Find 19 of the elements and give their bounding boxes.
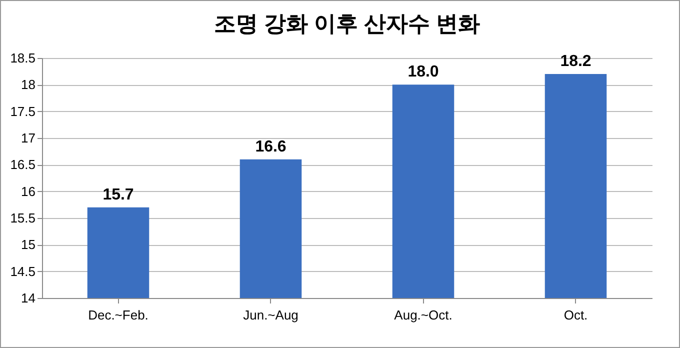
y-tick-label: 17 bbox=[21, 130, 36, 146]
x-tick-label: Jun.~Aug bbox=[243, 308, 298, 322]
y-tick-label: 17.5 bbox=[10, 104, 36, 119]
x-tick-label: Dec.~Feb. bbox=[88, 308, 148, 322]
y-tick-label: 18.5 bbox=[10, 50, 36, 66]
y-tick-label: 15.5 bbox=[10, 210, 36, 226]
y-tick-label: 14.5 bbox=[10, 264, 36, 279]
y-tick-label: 14 bbox=[21, 290, 36, 306]
y-tick-label: 18 bbox=[21, 77, 36, 92]
chart-title: 조명 강화 이후 산자수 변화 bbox=[214, 11, 480, 36]
y-tick-label: 16 bbox=[21, 184, 36, 199]
y-tick-label: 16.5 bbox=[10, 157, 36, 172]
data-label: 15.7 bbox=[102, 186, 134, 204]
data-label: 18.2 bbox=[560, 53, 592, 70]
y-tick-label: 15 bbox=[21, 237, 36, 252]
data-label: 16.6 bbox=[255, 138, 286, 156]
x-tick-label: Oct. bbox=[564, 308, 588, 322]
x-tick-label: Aug.~Oct. bbox=[394, 308, 452, 322]
data-label: 18.0 bbox=[408, 64, 439, 81]
